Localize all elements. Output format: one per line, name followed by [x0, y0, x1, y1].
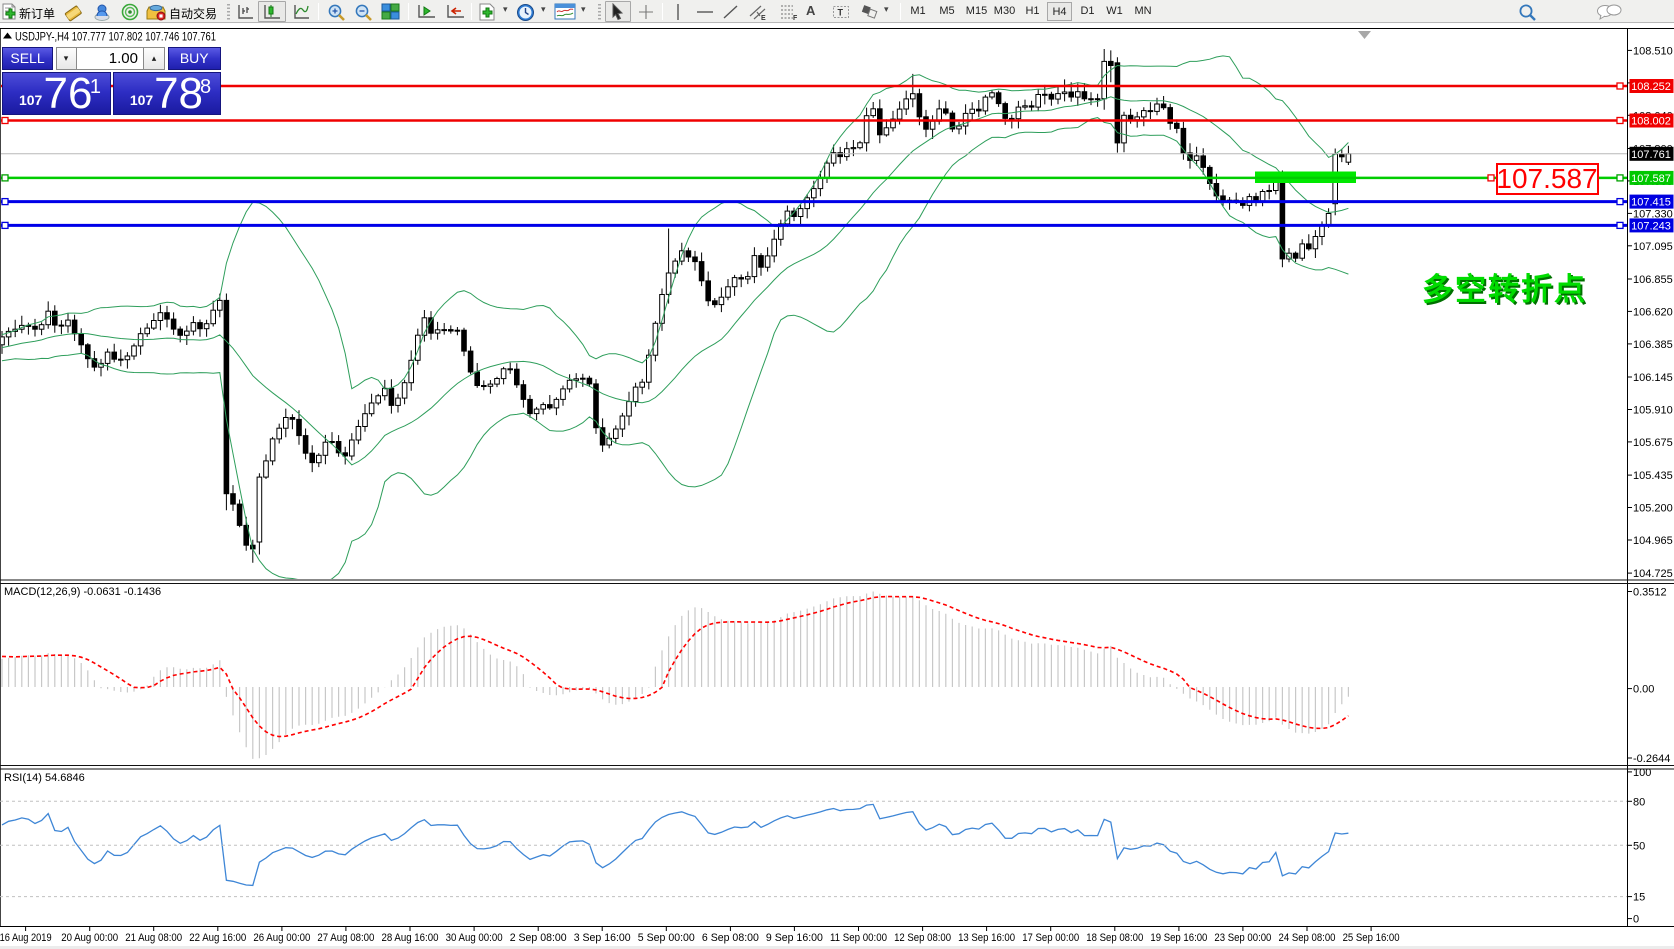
svg-text:104.965: 104.965 — [1633, 535, 1673, 547]
svg-text:107.587: 107.587 — [1496, 163, 1597, 194]
svg-text:108.510: 108.510 — [1633, 45, 1673, 57]
svg-text:F: F — [793, 15, 798, 21]
svg-text:USDJPY-,H4 107.777 107.802 10: USDJPY-,H4 107.777 107.802 107.746 107.7… — [15, 32, 216, 44]
svg-text:107.587: 107.587 — [1631, 173, 1671, 185]
svg-text:80: 80 — [1633, 796, 1645, 808]
svg-text:105.200: 105.200 — [1633, 503, 1673, 515]
svg-text:多空转折点: 多空转折点 — [1424, 274, 1589, 309]
svg-text:104.725: 104.725 — [1633, 568, 1673, 580]
svg-text:12 Sep 08:00: 12 Sep 08:00 — [894, 932, 951, 944]
svg-text:108.252: 108.252 — [1631, 81, 1671, 93]
svg-text:28 Aug 16:00: 28 Aug 16:00 — [382, 932, 439, 944]
svg-text:17 Sep 00:00: 17 Sep 00:00 — [1022, 932, 1079, 944]
svg-text:50: 50 — [1633, 840, 1645, 852]
svg-text:20 Aug 00:00: 20 Aug 00:00 — [61, 932, 118, 944]
svg-text:T: T — [838, 8, 844, 18]
svg-text:多空转折点: 多空转折点 — [1422, 272, 1587, 307]
svg-text:106.855: 106.855 — [1633, 274, 1673, 286]
svg-text:27 Aug 08:00: 27 Aug 08:00 — [317, 932, 374, 944]
svg-text:100: 100 — [1633, 767, 1651, 779]
svg-text:9 Sep 16:00: 9 Sep 16:00 — [766, 932, 823, 944]
svg-text:107.415: 107.415 — [1631, 197, 1671, 209]
svg-text:30 Aug 00:00: 30 Aug 00:00 — [446, 932, 503, 944]
svg-text:2 Sep 08:00: 2 Sep 08:00 — [510, 932, 567, 944]
svg-text:25 Sep 16:00: 25 Sep 16:00 — [1343, 932, 1400, 944]
svg-text:6 Sep 08:00: 6 Sep 08:00 — [702, 932, 759, 944]
svg-text:0.00: 0.00 — [1633, 684, 1654, 696]
svg-text:5 Sep 00:00: 5 Sep 00:00 — [638, 932, 695, 944]
svg-text:21 Aug 08:00: 21 Aug 08:00 — [125, 932, 182, 944]
svg-text:107.761: 107.761 — [1631, 149, 1671, 161]
svg-text:13 Sep 16:00: 13 Sep 16:00 — [958, 932, 1015, 944]
svg-text:24 Sep 08:00: 24 Sep 08:00 — [1279, 932, 1336, 944]
svg-text:23 Sep 00:00: 23 Sep 00:00 — [1214, 932, 1271, 944]
svg-text:105.910: 105.910 — [1633, 405, 1673, 417]
svg-text:107.330: 107.330 — [1633, 208, 1673, 220]
svg-text:22 Aug 16:00: 22 Aug 16:00 — [189, 932, 246, 944]
svg-text:106.620: 106.620 — [1633, 306, 1673, 318]
svg-text:26 Aug 00:00: 26 Aug 00:00 — [253, 932, 310, 944]
svg-text:3 Sep 16:00: 3 Sep 16:00 — [574, 932, 631, 944]
svg-text:16 Aug 2019: 16 Aug 2019 — [0, 932, 52, 944]
svg-text:MACD(12,26,9) -0.0631 -0.1436: MACD(12,26,9) -0.0631 -0.1436 — [4, 586, 161, 598]
svg-text:106.385: 106.385 — [1633, 339, 1673, 351]
svg-text:106.145: 106.145 — [1633, 372, 1673, 384]
svg-text:108.002: 108.002 — [1631, 116, 1671, 128]
svg-text:19 Sep 16:00: 19 Sep 16:00 — [1150, 932, 1207, 944]
svg-text:-0.2644: -0.2644 — [1633, 753, 1670, 765]
svg-text:0.3512: 0.3512 — [1633, 587, 1667, 599]
svg-text:RSI(14) 54.6846: RSI(14) 54.6846 — [4, 772, 85, 784]
svg-text:15: 15 — [1633, 892, 1645, 904]
svg-text:107.243: 107.243 — [1631, 220, 1671, 232]
svg-text:E: E — [761, 15, 766, 21]
svg-text:18 Sep 08:00: 18 Sep 08:00 — [1086, 932, 1143, 944]
svg-text:105.675: 105.675 — [1633, 437, 1673, 449]
svg-text:11 Sep 00:00: 11 Sep 00:00 — [830, 932, 887, 944]
svg-text:105.435: 105.435 — [1633, 470, 1673, 482]
svg-text:0: 0 — [1633, 914, 1639, 926]
svg-text:107.095: 107.095 — [1633, 241, 1673, 253]
